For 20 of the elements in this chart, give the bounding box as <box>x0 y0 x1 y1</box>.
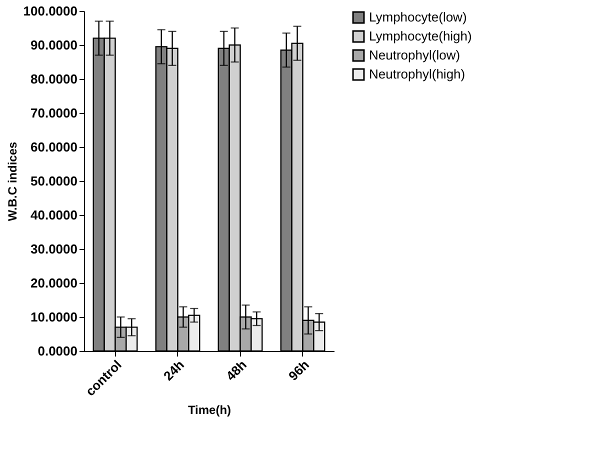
y-tick-label: 90.0000 <box>30 38 78 52</box>
legend-label: Lymphocyte(high) <box>369 28 472 44</box>
x-axis-title: Time(h) <box>188 402 232 417</box>
y-tick-label: 60.0000 <box>30 140 78 154</box>
legend-label: Neutrophyl(high) <box>369 66 466 82</box>
y-axis-title: W.B.C indices <box>5 142 20 222</box>
legend-label: Lymphocyte(low) <box>369 10 467 24</box>
y-tick-label: 100.0000 <box>23 4 78 18</box>
y-tick-label: 50.0000 <box>30 174 78 188</box>
y-tick-label: 30.0000 <box>30 242 78 256</box>
x-tick-label: 96h <box>285 357 312 384</box>
legend-label: Neutrophyl(low) <box>369 48 460 62</box>
y-tick-label: 70.0000 <box>30 106 78 120</box>
y-tick-label: 10.0000 <box>30 310 78 324</box>
y-tick-label: 80.0000 <box>30 72 78 86</box>
y-tick-label: 0.0000 <box>38 344 78 358</box>
x-tick-label: 24h <box>160 357 187 384</box>
y-tick-label: 40.0000 <box>30 208 78 222</box>
x-tick-label: 48h <box>222 357 250 384</box>
y-tick-label: 20.0000 <box>30 276 78 290</box>
